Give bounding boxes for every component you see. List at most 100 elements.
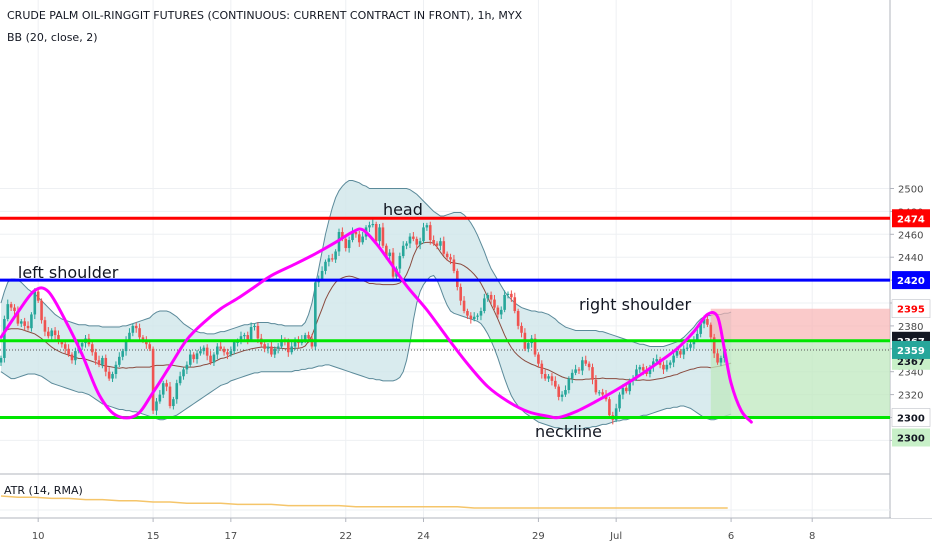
candle — [594, 379, 598, 393]
price-badges: 23952367236723592300230024742420 — [891, 209, 931, 447]
candle — [385, 245, 388, 257]
candle — [239, 336, 243, 342]
candle — [287, 341, 290, 353]
time-tick-label: 10 — [32, 531, 45, 542]
candle — [354, 232, 358, 235]
bb-upper — [0, 179, 732, 348]
price-tick-label: 2320 — [898, 391, 923, 402]
time-tick-label: 17 — [224, 531, 237, 542]
candle — [185, 364, 189, 370]
candle — [401, 245, 405, 257]
candle — [445, 253, 449, 258]
candle — [293, 339, 297, 347]
candle — [118, 356, 121, 365]
stop-loss-zone[interactable] — [710, 308, 890, 341]
candle — [327, 258, 331, 262]
candle — [554, 380, 557, 387]
candle — [131, 325, 135, 333]
candle — [314, 282, 317, 347]
candle — [3, 319, 6, 358]
candle — [53, 330, 57, 336]
price-badge-bg — [891, 299, 931, 318]
price-badge-2359: 2359 — [897, 346, 925, 357]
candle — [709, 324, 713, 338]
candle — [195, 353, 199, 360]
candle — [111, 373, 114, 379]
candle — [121, 351, 124, 357]
candle — [351, 232, 354, 241]
candle — [570, 372, 574, 379]
candle — [706, 319, 709, 325]
candle — [543, 373, 547, 379]
price-badge-bg — [892, 209, 930, 228]
head-shoulders-curve[interactable] — [0, 227, 753, 424]
candle — [682, 348, 686, 355]
candle — [662, 364, 665, 370]
candle — [581, 360, 584, 371]
candle — [614, 408, 618, 420]
candle — [601, 392, 604, 395]
price-badge-bg — [892, 428, 930, 447]
bollinger-bands — [0, 179, 732, 430]
pattern-curve[interactable] — [0, 227, 753, 424]
candle — [90, 344, 94, 353]
candle — [378, 227, 381, 242]
candle — [425, 225, 429, 228]
candle — [0, 357, 3, 363]
candle — [648, 367, 652, 374]
candle — [232, 341, 236, 352]
atr-pane: 20 — [0, 495, 914, 516]
candle — [229, 351, 233, 355]
candle — [219, 346, 222, 349]
candle — [101, 357, 104, 365]
candle — [405, 243, 408, 246]
candle — [151, 348, 155, 411]
candle — [489, 294, 493, 300]
candle — [347, 240, 351, 249]
candle — [168, 386, 172, 407]
candle — [344, 238, 348, 249]
candle — [469, 315, 473, 320]
chart-title: CRUDE PALM OIL-RINGGIT FUTURES (CONTINUO… — [7, 9, 523, 22]
time-tick-label: 6 — [728, 531, 734, 542]
candle — [30, 314, 33, 329]
candle — [625, 387, 628, 392]
candle — [40, 300, 43, 321]
position-tool[interactable] — [0, 308, 890, 418]
candle — [621, 387, 625, 395]
candle — [516, 311, 520, 326]
candle — [560, 394, 564, 397]
candle — [165, 383, 168, 387]
candle — [253, 325, 256, 328]
candle — [6, 304, 10, 320]
candle — [138, 328, 141, 338]
candle — [172, 399, 175, 407]
time-tick-label: 22 — [339, 531, 352, 542]
candle — [216, 346, 219, 355]
candle — [222, 348, 226, 353]
candle — [33, 291, 37, 315]
candle — [371, 223, 375, 226]
candle — [161, 383, 165, 395]
candle — [47, 331, 50, 337]
candle — [26, 325, 30, 329]
candle — [449, 257, 452, 260]
candle — [388, 252, 391, 257]
candle — [266, 346, 270, 349]
horizontal-lines[interactable] — [0, 216, 890, 419]
candle — [628, 380, 631, 392]
candle — [574, 369, 577, 373]
candle — [209, 355, 212, 363]
price-badge-2395: 2395 — [897, 305, 925, 316]
take-profit-zone[interactable] — [710, 340, 890, 418]
time-axis[interactable]: 10 15 17 22 24 29 Jul 6 8 — [32, 518, 816, 542]
candle — [499, 309, 503, 315]
candle — [655, 359, 659, 362]
candle — [503, 294, 506, 310]
candle — [155, 401, 158, 411]
candle — [422, 227, 425, 242]
candle — [97, 360, 101, 365]
candle — [74, 351, 77, 361]
candle — [13, 307, 16, 312]
candle — [533, 338, 537, 355]
